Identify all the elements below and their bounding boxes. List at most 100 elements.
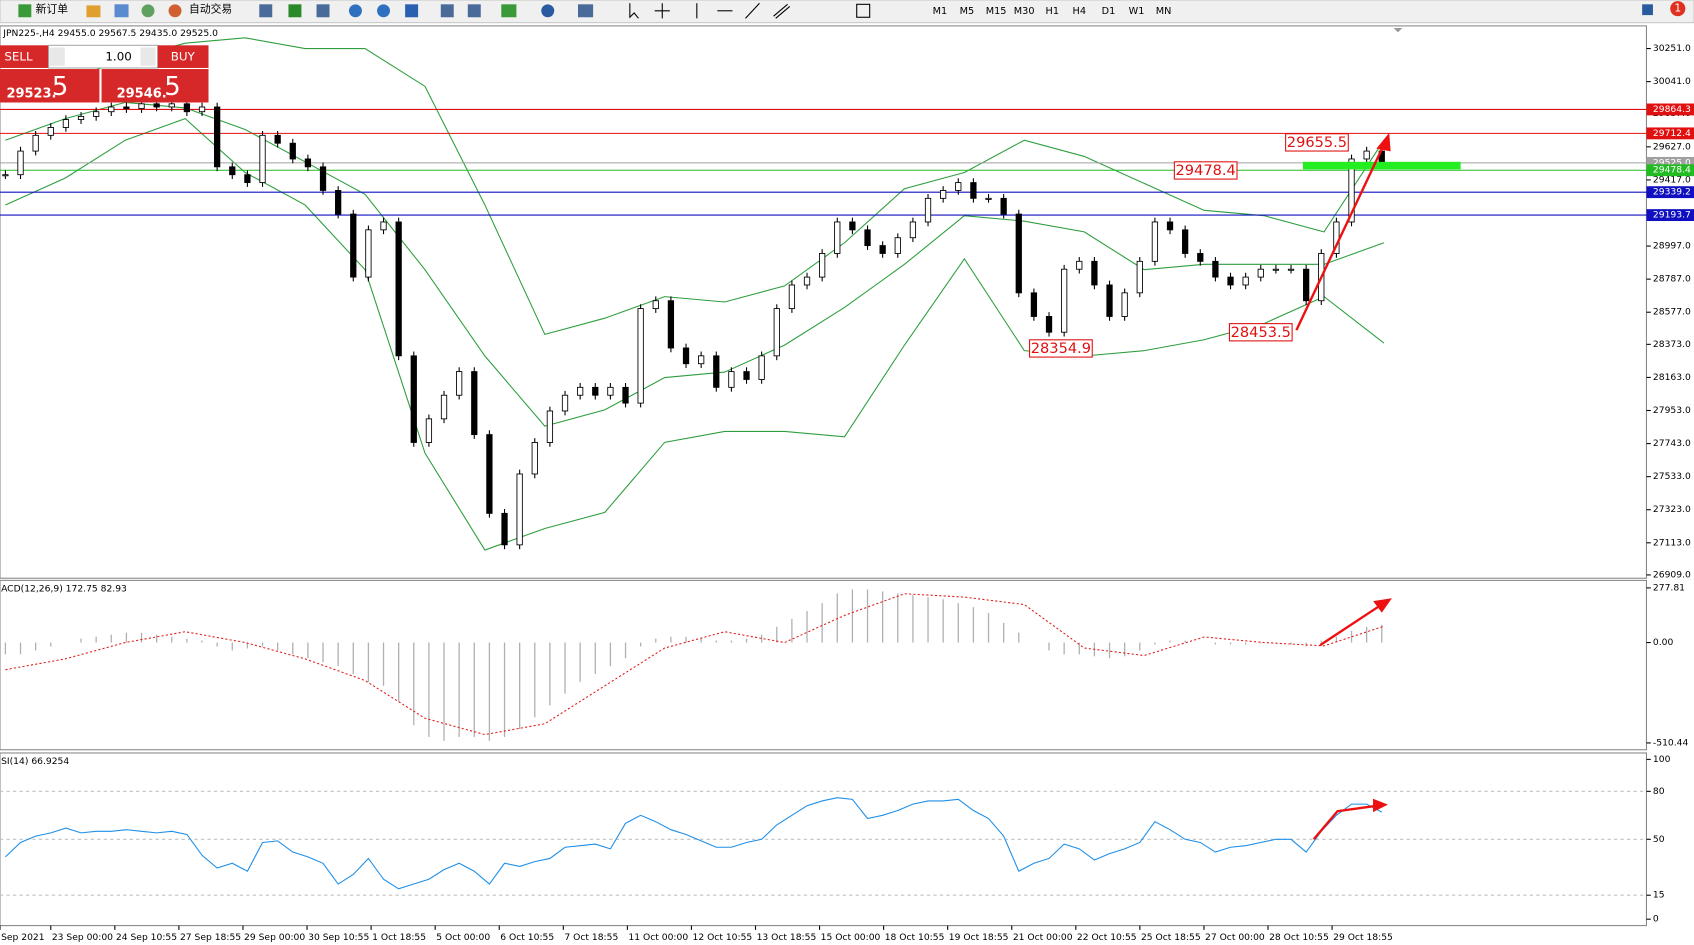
candle-body xyxy=(788,284,796,310)
timeframe[interactable]: H4 xyxy=(1073,6,1086,17)
annotation: 29478.4 xyxy=(1176,162,1236,179)
candle-body xyxy=(1076,260,1083,270)
candle-body xyxy=(909,221,917,239)
candle-body xyxy=(456,371,463,396)
candle-body xyxy=(985,197,992,200)
x-tick-label: 18 Oct 10:55 xyxy=(885,932,945,943)
icon[interactable] xyxy=(141,4,155,18)
icon[interactable] xyxy=(288,4,302,18)
alerts-badge[interactable] xyxy=(1670,1,1686,17)
candle-body xyxy=(108,106,115,113)
x-tick-label: 29 Oct 18:55 xyxy=(1333,932,1393,943)
chart-title: JPN225-,H4 29455.0 29567.5 29435.0 29525… xyxy=(2,28,218,39)
candle-body xyxy=(319,166,327,191)
buy-price-box[interactable] xyxy=(101,69,209,103)
sell-digit[interactable]: 5 xyxy=(52,72,68,102)
y-tick-label: 28373.0 xyxy=(1653,339,1691,350)
toolbar-icons xyxy=(259,2,1653,19)
macd-panel xyxy=(0,579,1648,751)
timeframe[interactable]: D1 xyxy=(1102,6,1116,17)
y-tick-label: 27743.0 xyxy=(1653,438,1691,449)
candle-body xyxy=(350,213,357,278)
search[interactable] xyxy=(1642,4,1653,16)
timeframe[interactable]: M30 xyxy=(1014,6,1035,17)
candle-body xyxy=(1166,221,1174,231)
sell-price-box[interactable] xyxy=(0,69,100,103)
buy-digit[interactable]: 5 xyxy=(164,72,180,102)
level-label: 29712.4 xyxy=(1653,128,1691,139)
candle-body xyxy=(440,394,448,420)
x-tick-label: 12 Oct 10:55 xyxy=(693,932,753,943)
rsi-title: SI(14) 66.9254 xyxy=(1,756,69,767)
candle-body xyxy=(1061,268,1068,333)
candle-body xyxy=(138,103,145,109)
candle-body xyxy=(864,229,871,247)
candle-body xyxy=(1000,197,1007,215)
icon[interactable] xyxy=(541,4,555,18)
icon[interactable] xyxy=(259,4,273,18)
candle-body xyxy=(819,253,826,278)
icon[interactable] xyxy=(168,4,182,18)
icon[interactable] xyxy=(467,4,481,18)
new-order[interactable]: 新订单 xyxy=(36,3,69,16)
icon[interactable] xyxy=(405,4,419,18)
icon[interactable] xyxy=(86,5,101,18)
candle-body xyxy=(1045,316,1053,333)
candle-body xyxy=(244,174,251,184)
x-tick-label: 30 Sep 10:55 xyxy=(308,932,369,943)
trend-tool[interactable] xyxy=(745,2,760,19)
icon[interactable] xyxy=(18,4,32,18)
icon[interactable] xyxy=(348,4,362,18)
annotation-box xyxy=(1173,161,1238,180)
icon[interactable] xyxy=(501,4,517,18)
x-tick-label: 24 Sep 10:55 xyxy=(116,932,177,943)
candle-body xyxy=(214,106,221,168)
y-tick-label: 277.81 xyxy=(1653,582,1685,593)
candle-body xyxy=(395,221,402,357)
channel-tool[interactable] xyxy=(773,3,791,19)
y-tick-label: 100 xyxy=(1653,754,1671,765)
candle-body xyxy=(849,221,856,231)
icon[interactable] xyxy=(577,4,594,18)
icon[interactable] xyxy=(377,4,391,18)
y-tick-label: 28997.0 xyxy=(1653,241,1691,252)
rsi-line xyxy=(5,797,1383,890)
lot-up[interactable] xyxy=(140,47,156,66)
cursor-tool[interactable] xyxy=(629,3,639,19)
arrowhead xyxy=(1373,598,1392,613)
x-tick-label: 28 Oct 10:55 xyxy=(1269,932,1329,943)
crosshair-tool[interactable] xyxy=(654,3,670,19)
candle-body xyxy=(62,119,70,128)
level-label: 29339.2 xyxy=(1653,187,1691,198)
candle-body xyxy=(894,237,901,254)
candle-body xyxy=(667,300,675,349)
buy-button[interactable] xyxy=(157,45,209,68)
lot-value[interactable]: 1.00 xyxy=(105,50,131,64)
icon[interactable] xyxy=(316,4,330,18)
lot-down[interactable] xyxy=(49,47,65,66)
buy-label[interactable]: BUY xyxy=(171,50,196,64)
timeframe[interactable]: M5 xyxy=(960,6,975,17)
auto-trading[interactable]: 自动交易 xyxy=(189,3,232,16)
sell-button[interactable] xyxy=(0,45,49,68)
text-tool[interactable] xyxy=(856,3,871,18)
icon[interactable] xyxy=(440,4,454,18)
candle-body xyxy=(198,106,206,113)
timeframe[interactable]: M1 xyxy=(933,6,948,17)
buy-price[interactable]: 29546. xyxy=(117,86,167,101)
y-tick-label: 0 xyxy=(1653,914,1659,925)
alerts-count[interactable]: 1 xyxy=(1674,2,1681,15)
shift-marker xyxy=(1393,28,1403,33)
annotation-box xyxy=(1029,339,1093,358)
sell-label[interactable]: SELL xyxy=(4,50,33,64)
timeframe[interactable]: M15 xyxy=(986,6,1007,17)
candle-body xyxy=(1106,284,1113,317)
timeframe[interactable]: H1 xyxy=(1046,6,1059,17)
timeframe[interactable]: MN xyxy=(1156,6,1172,17)
arrows xyxy=(1295,132,1392,841)
timeframe[interactable]: W1 xyxy=(1129,6,1145,17)
sell-price[interactable]: 29523. xyxy=(6,86,56,101)
icon[interactable] xyxy=(114,4,129,18)
x-tick-label: 25 Oct 18:55 xyxy=(1141,932,1201,943)
